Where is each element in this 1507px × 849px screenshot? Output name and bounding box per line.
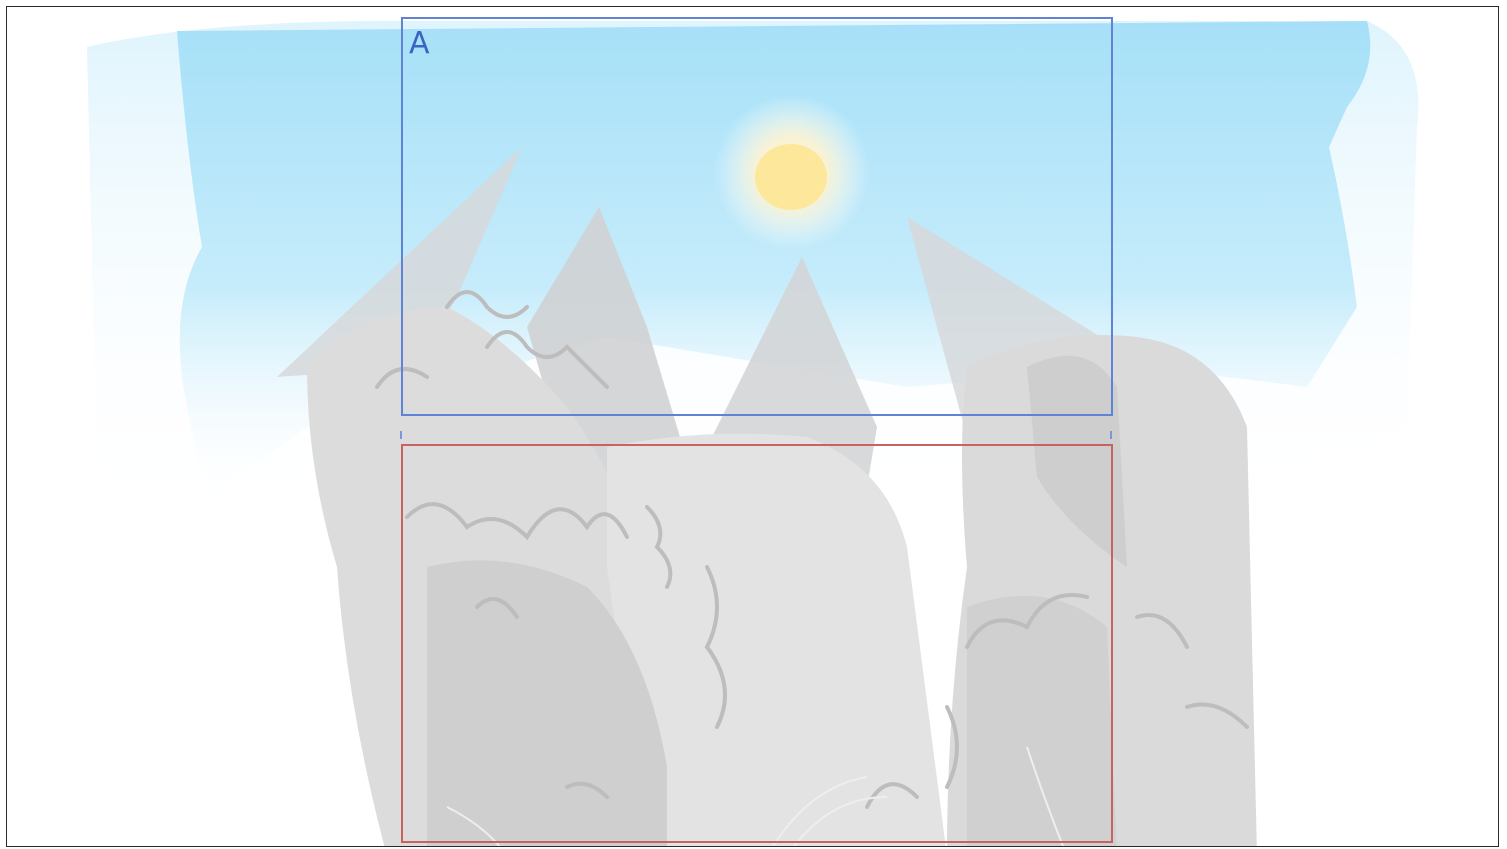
frame-a-tick-left: [400, 431, 402, 439]
foliage-dark-right: [967, 595, 1117, 846]
frame-a-tick-right: [1110, 431, 1112, 439]
frame-a-box[interactable]: [401, 17, 1113, 416]
frame-a-label: A: [409, 26, 430, 61]
foliage-center: [607, 433, 946, 846]
sketch-strokes: [375, 290, 1249, 809]
foliage-dark: [427, 560, 667, 846]
mountain-peak-2: [707, 257, 877, 487]
sky-main: [177, 21, 1371, 507]
sun: [755, 144, 827, 210]
mountain-left: [277, 147, 522, 377]
scene-illustration: [87, 20, 1419, 846]
frame-b-box[interactable]: [401, 444, 1113, 843]
shadow-right: [1027, 355, 1127, 567]
canvas-frame: A: [6, 6, 1499, 847]
